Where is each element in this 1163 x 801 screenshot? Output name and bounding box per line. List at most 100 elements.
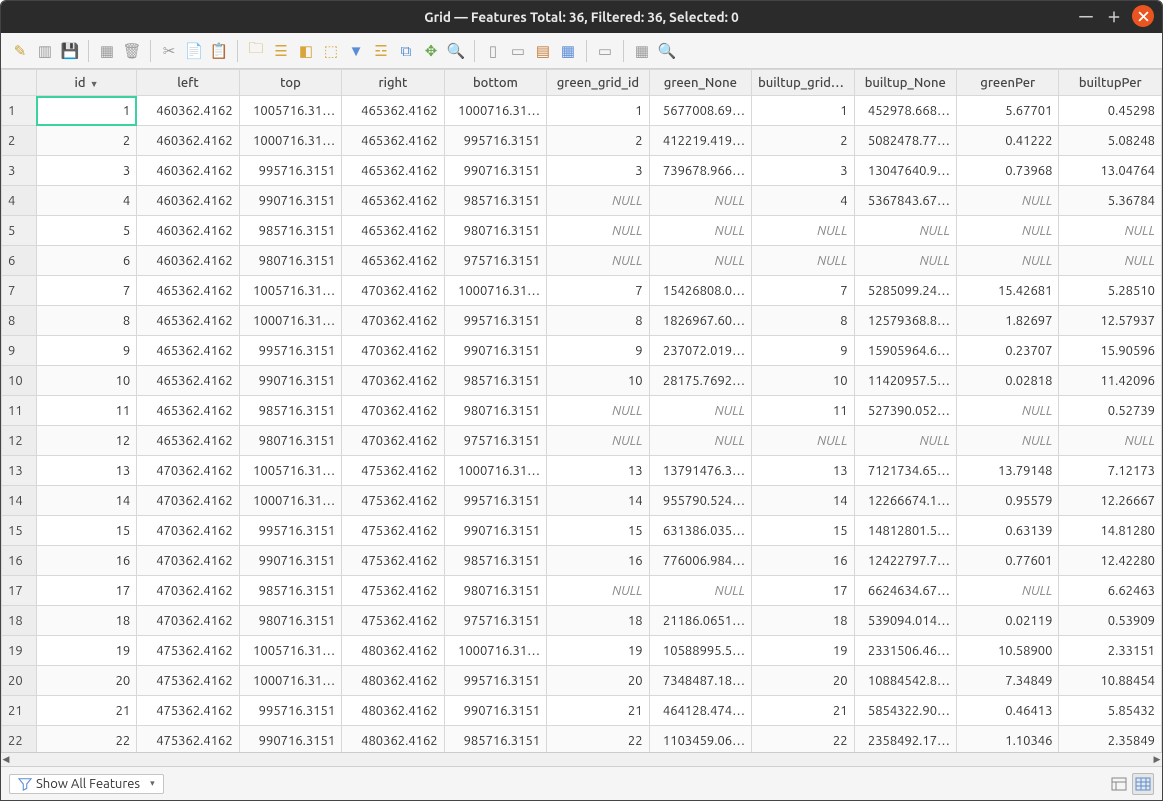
cell[interactable]: 0.46413 — [957, 696, 1059, 726]
cell[interactable]: 13791476.3… — [649, 456, 751, 486]
cell[interactable]: 21 — [752, 696, 854, 726]
cell[interactable]: 8 — [547, 306, 649, 336]
cell[interactable]: 12422797.7… — [854, 546, 956, 576]
cell[interactable]: 470362.4162 — [342, 426, 444, 456]
cut-icon[interactable]: ✂ — [158, 40, 180, 62]
cell[interactable]: 5082478.77… — [854, 126, 956, 156]
cell[interactable]: 19 — [752, 636, 854, 666]
cell[interactable]: NULL — [1059, 216, 1162, 246]
cell[interactable]: 460362.4162 — [137, 96, 239, 126]
cell[interactable]: 16 — [752, 546, 854, 576]
cell[interactable]: 465362.4162 — [342, 246, 444, 276]
cell[interactable]: 10 — [752, 366, 854, 396]
cell[interactable]: 465362.4162 — [137, 396, 239, 426]
cell[interactable]: 465362.4162 — [342, 126, 444, 156]
cell[interactable]: 2 — [36, 126, 136, 156]
cell[interactable]: 990716.3151 — [444, 696, 546, 726]
cell[interactable]: 16 — [547, 546, 649, 576]
table-row[interactable]: 1010465362.4162990716.3151470362.4162985… — [2, 366, 1162, 396]
cell[interactable]: 475362.4162 — [342, 456, 444, 486]
cell[interactable]: 460362.4162 — [137, 156, 239, 186]
cell[interactable]: 15 — [547, 516, 649, 546]
cell[interactable]: 14 — [36, 486, 136, 516]
cell[interactable]: 5.67701 — [957, 96, 1059, 126]
cell[interactable]: 15905964.6… — [854, 336, 956, 366]
cell[interactable]: 475362.4162 — [342, 606, 444, 636]
cell[interactable]: 17 — [36, 576, 136, 606]
row-header[interactable]: 11 — [2, 396, 37, 426]
table-row[interactable]: 99465362.4162995716.3151470362.416299071… — [2, 336, 1162, 366]
cell[interactable]: 2.35849 — [1059, 726, 1162, 753]
cell[interactable]: 1 — [36, 96, 136, 126]
cell[interactable]: NULL — [547, 426, 649, 456]
cell[interactable]: NULL — [854, 216, 956, 246]
cell[interactable]: 4 — [752, 186, 854, 216]
table-row[interactable]: 1515470362.4162995716.3151475362.4162990… — [2, 516, 1162, 546]
cell[interactable]: 20 — [752, 666, 854, 696]
cell[interactable]: 470362.4162 — [137, 576, 239, 606]
cell[interactable]: 7 — [752, 276, 854, 306]
cell[interactable]: 0.41222 — [957, 126, 1059, 156]
cell[interactable]: 5854322.90… — [854, 696, 956, 726]
cell[interactable]: 0.02119 — [957, 606, 1059, 636]
cell[interactable]: 0.73968 — [957, 156, 1059, 186]
cell[interactable]: NULL — [957, 576, 1059, 606]
cell[interactable]: 990716.3151 — [239, 726, 341, 753]
cell[interactable]: 13047640.9… — [854, 156, 956, 186]
cell[interactable]: NULL — [957, 426, 1059, 456]
cell[interactable]: 776006.984… — [649, 546, 751, 576]
cell[interactable]: 470362.4162 — [137, 546, 239, 576]
cell[interactable]: 480362.4162 — [342, 636, 444, 666]
cell[interactable]: 470362.4162 — [137, 456, 239, 486]
cell[interactable]: 5.36784 — [1059, 186, 1162, 216]
row-header[interactable]: 17 — [2, 576, 37, 606]
cell[interactable]: 990716.3151 — [239, 366, 341, 396]
cell[interactable]: 13 — [36, 456, 136, 486]
cell[interactable]: 14812801.5… — [854, 516, 956, 546]
cell[interactable]: 631386.035… — [649, 516, 751, 546]
cell[interactable]: 1 — [547, 96, 649, 126]
cell[interactable]: 18 — [752, 606, 854, 636]
cell[interactable]: NULL — [752, 216, 854, 246]
cell[interactable]: 460362.4162 — [137, 186, 239, 216]
cell[interactable]: 475362.4162 — [342, 486, 444, 516]
cell[interactable]: 7348487.18… — [649, 666, 751, 696]
cell[interactable]: 470362.4162 — [342, 336, 444, 366]
cell[interactable]: NULL — [957, 396, 1059, 426]
cell[interactable]: 18 — [36, 606, 136, 636]
multi-edit-icon[interactable]: ▥ — [34, 40, 56, 62]
minimize-button[interactable]: — — [1076, 6, 1096, 26]
cell[interactable]: 995716.3151 — [444, 486, 546, 516]
cell[interactable]: 985716.3151 — [444, 186, 546, 216]
cell[interactable]: 1005716.31… — [239, 636, 341, 666]
cell[interactable]: 1000716.31… — [239, 126, 341, 156]
cell[interactable]: 19 — [36, 636, 136, 666]
zoom-to-icon[interactable]: 🔍 — [445, 40, 467, 62]
cell[interactable]: 5.28510 — [1059, 276, 1162, 306]
cell[interactable]: 955790.524… — [649, 486, 751, 516]
new-field-icon[interactable]: 🗀 — [245, 40, 267, 62]
cell[interactable]: 3 — [752, 156, 854, 186]
cell[interactable]: 1000716.31… — [444, 96, 546, 126]
cell[interactable]: 980716.3151 — [239, 426, 341, 456]
cell[interactable]: 470362.4162 — [342, 306, 444, 336]
cell[interactable]: 460362.4162 — [137, 246, 239, 276]
column-header-builtup_grid_id[interactable]: builtup_grid_id — [752, 70, 854, 96]
cell[interactable]: 465362.4162 — [342, 186, 444, 216]
cell[interactable]: 1.82697 — [957, 306, 1059, 336]
cell[interactable]: 465362.4162 — [137, 276, 239, 306]
cell[interactable]: 460362.4162 — [137, 216, 239, 246]
cell[interactable]: 1103459.06… — [649, 726, 751, 753]
cell[interactable]: 980716.3151 — [239, 246, 341, 276]
cell[interactable]: 10884542.8… — [854, 666, 956, 696]
row-header[interactable]: 21 — [2, 696, 37, 726]
horizontal-scrollbar[interactable]: ◀ ▶ — [1, 752, 1162, 766]
deselect-icon[interactable]: ⬚ — [320, 40, 342, 62]
scroll-right-icon[interactable]: ▶ — [1152, 754, 1162, 765]
cell[interactable]: NULL — [547, 216, 649, 246]
new-column-icon[interactable]: ▯ — [482, 40, 504, 62]
cell[interactable]: 6624634.67… — [854, 576, 956, 606]
cell[interactable]: 21 — [547, 696, 649, 726]
cell[interactable]: 2.33151 — [1059, 636, 1162, 666]
cell[interactable]: NULL — [649, 576, 751, 606]
